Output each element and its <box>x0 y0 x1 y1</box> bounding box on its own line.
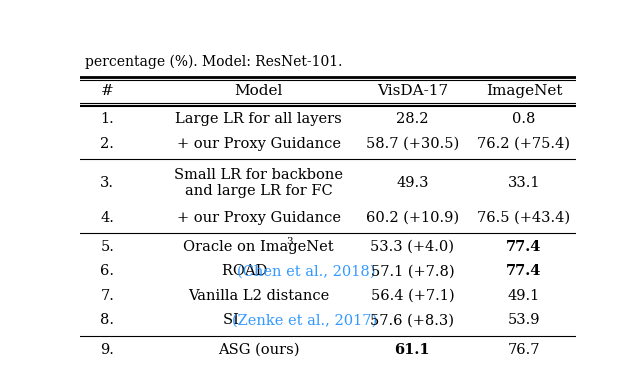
Text: 3.: 3. <box>100 176 115 190</box>
Text: 0.8: 0.8 <box>512 112 536 126</box>
Text: #: # <box>101 84 114 98</box>
Text: (Zenke et al., 2017): (Zenke et al., 2017) <box>232 314 378 328</box>
Text: 4.: 4. <box>100 211 114 225</box>
Text: percentage (%). Model: ResNet-101.: percentage (%). Model: ResNet-101. <box>85 54 342 68</box>
Text: (Chen et al., 2018): (Chen et al., 2018) <box>237 265 376 278</box>
Text: ROAD: ROAD <box>221 265 271 278</box>
Text: Oracle on ImageNet: Oracle on ImageNet <box>183 240 334 254</box>
Text: 7.: 7. <box>100 289 114 303</box>
Text: 77.4: 77.4 <box>506 240 541 254</box>
Text: 3: 3 <box>286 237 293 246</box>
Text: 1.: 1. <box>100 112 114 126</box>
Text: 5.: 5. <box>100 240 114 254</box>
Text: Model: Model <box>234 84 283 98</box>
Text: ImageNet: ImageNet <box>486 84 562 98</box>
Text: 49.3: 49.3 <box>396 176 429 190</box>
Text: + our Proxy Guidance: + our Proxy Guidance <box>177 137 340 151</box>
Text: Small LR for backbone
and large LR for FC: Small LR for backbone and large LR for F… <box>174 168 343 198</box>
Text: VisDA-17: VisDA-17 <box>377 84 448 98</box>
Text: 76.5 (+43.4): 76.5 (+43.4) <box>477 211 570 225</box>
Text: SI: SI <box>223 314 244 328</box>
Text: 2.: 2. <box>100 137 114 151</box>
Text: 33.1: 33.1 <box>508 176 540 190</box>
Text: 76.7: 76.7 <box>508 342 540 356</box>
Text: 77.4: 77.4 <box>506 265 541 278</box>
Text: Large LR for all layers: Large LR for all layers <box>175 112 342 126</box>
Text: 53.9: 53.9 <box>508 314 540 328</box>
Text: 9.: 9. <box>100 342 114 356</box>
Text: 61.1: 61.1 <box>394 342 430 356</box>
Text: 58.7 (+30.5): 58.7 (+30.5) <box>365 137 459 151</box>
Text: 60.2 (+10.9): 60.2 (+10.9) <box>365 211 459 225</box>
Text: 57.1 (+7.8): 57.1 (+7.8) <box>371 265 454 278</box>
Text: ASG (ours): ASG (ours) <box>218 342 300 356</box>
Text: 76.2 (+75.4): 76.2 (+75.4) <box>477 137 570 151</box>
Text: 8.: 8. <box>100 314 115 328</box>
Text: 28.2: 28.2 <box>396 112 429 126</box>
Text: Vanilla L2 distance: Vanilla L2 distance <box>188 289 329 303</box>
Text: 49.1: 49.1 <box>508 289 540 303</box>
Text: 57.6 (+8.3): 57.6 (+8.3) <box>371 314 454 328</box>
Text: 6.: 6. <box>100 265 115 278</box>
Text: 56.4 (+7.1): 56.4 (+7.1) <box>371 289 454 303</box>
Text: 53.3 (+4.0): 53.3 (+4.0) <box>371 240 454 254</box>
Text: + our Proxy Guidance: + our Proxy Guidance <box>177 211 340 225</box>
